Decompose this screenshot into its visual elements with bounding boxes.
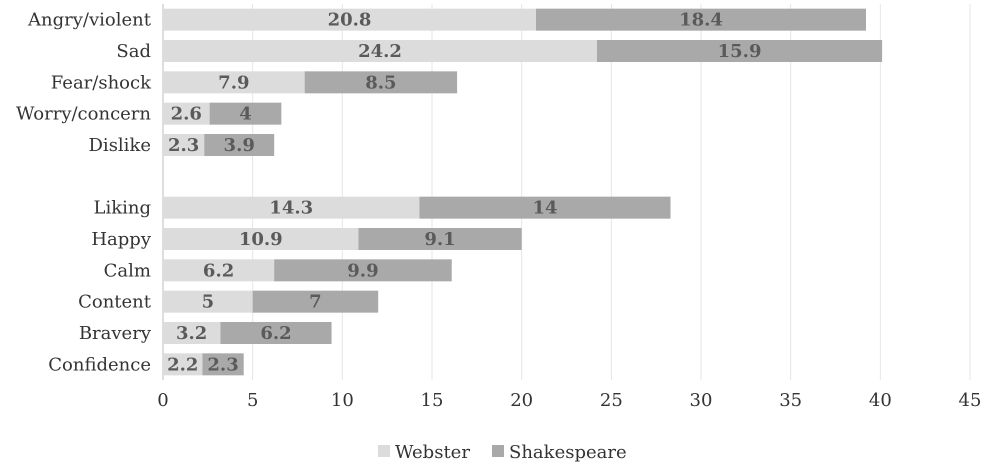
bar-shakespeare bbox=[274, 259, 452, 282]
x-tick-label: 45 bbox=[959, 390, 982, 411]
data-label: 5 bbox=[202, 292, 215, 313]
data-label: 7 bbox=[309, 292, 322, 313]
category-labels: Angry/violent Sad Fear/shock Worry/concern D… bbox=[16, 10, 152, 376]
data-label: 15.9 bbox=[718, 41, 762, 62]
category-label: Bravery bbox=[79, 323, 152, 344]
data-label: 10.9 bbox=[239, 229, 283, 250]
bar-webster bbox=[163, 322, 221, 344]
bar-shakespeare bbox=[536, 8, 866, 31]
bar-webster bbox=[163, 353, 203, 376]
x-tick-label: 35 bbox=[779, 390, 802, 411]
bar-shakespeare bbox=[202, 353, 244, 376]
data-label: 3.2 bbox=[176, 323, 207, 344]
category-label: Liking bbox=[94, 198, 152, 219]
bar-shakespeare bbox=[304, 71, 458, 94]
data-label: 2.6 bbox=[171, 104, 202, 125]
data-label: 6.2 bbox=[260, 323, 291, 344]
bar-shakespeare bbox=[209, 102, 282, 125]
x-tick-label: 15 bbox=[421, 390, 444, 411]
data-label: 2.3 bbox=[168, 135, 199, 156]
data-label: 18.4 bbox=[679, 10, 723, 31]
bar-webster bbox=[163, 196, 420, 219]
category-label: Dislike bbox=[89, 135, 152, 156]
data-label: 9.9 bbox=[347, 260, 378, 281]
bar-shakespeare bbox=[419, 196, 671, 219]
data-labels: 20.8 18.4 24.2 15.9 7.9 8.5 2.6 4 2.3 3.9 14.3 14 10… bbox=[167, 10, 761, 376]
legend-label-webster: Webster bbox=[395, 442, 470, 463]
bar-webster bbox=[163, 8, 537, 31]
category-label: Calm bbox=[104, 260, 151, 281]
bar-webster bbox=[163, 259, 275, 282]
bar-webster bbox=[163, 71, 305, 94]
legend: Webster Shakespeare bbox=[378, 442, 627, 463]
category-label: Happy bbox=[91, 229, 151, 250]
x-tick-label: 25 bbox=[600, 390, 623, 411]
data-label: 8.5 bbox=[365, 72, 396, 93]
data-label: 14.3 bbox=[269, 198, 313, 219]
category-label: Worry/concern bbox=[16, 104, 151, 125]
data-label: 7.9 bbox=[218, 72, 249, 93]
x-tick-label: 5 bbox=[247, 390, 258, 411]
bar-webster bbox=[163, 134, 205, 156]
data-label: 6.2 bbox=[203, 260, 234, 281]
bar-shakespeare bbox=[358, 228, 522, 250]
data-label: 14 bbox=[532, 198, 557, 219]
legend-swatch-webster bbox=[378, 445, 390, 457]
category-label: Sad bbox=[116, 41, 151, 62]
x-tick-label: 20 bbox=[510, 390, 533, 411]
bar-shakespeare bbox=[252, 290, 379, 313]
category-label: Fear/shock bbox=[51, 72, 152, 93]
x-tick-label: 10 bbox=[331, 390, 354, 411]
gridlines bbox=[162, 4, 971, 380]
category-label: Angry/violent bbox=[27, 10, 152, 31]
bar-webster bbox=[163, 228, 359, 250]
bar-webster bbox=[163, 40, 597, 62]
data-label: 2.3 bbox=[207, 354, 238, 375]
x-tick-label: 30 bbox=[690, 390, 713, 411]
bars bbox=[163, 8, 883, 376]
bar-shakespeare bbox=[596, 40, 883, 62]
bar-shakespeare bbox=[204, 134, 275, 156]
x-axis-ticks: 0 5 10 15 20 25 30 35 40 45 bbox=[157, 390, 981, 411]
data-label: 2.2 bbox=[167, 354, 198, 375]
bar-shakespeare bbox=[220, 322, 332, 344]
data-label: 9.1 bbox=[424, 229, 455, 250]
legend-label-shakespeare: Shakespeare bbox=[509, 442, 627, 463]
bar-webster bbox=[163, 290, 253, 313]
bar-webster bbox=[163, 102, 210, 125]
x-tick-label: 40 bbox=[869, 390, 892, 411]
category-label: Confidence bbox=[48, 354, 151, 375]
data-label: 24.2 bbox=[358, 41, 402, 62]
data-label: 3.9 bbox=[224, 135, 255, 156]
x-tick-label: 0 bbox=[157, 390, 168, 411]
data-label: 20.8 bbox=[328, 10, 372, 31]
legend-swatch-shakespeare bbox=[492, 445, 504, 457]
data-label: 4 bbox=[239, 104, 252, 125]
category-label: Content bbox=[78, 292, 152, 313]
